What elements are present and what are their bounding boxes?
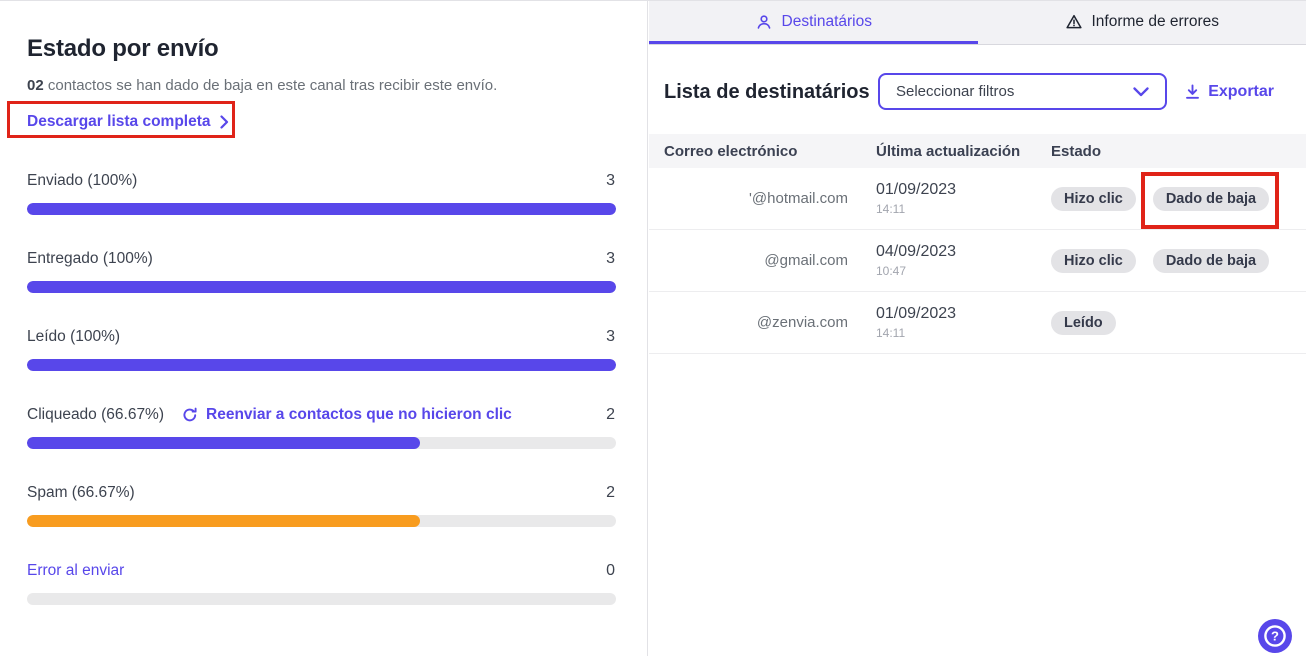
email-cell: @gmail.com: [764, 252, 848, 269]
progress-fill: [27, 359, 616, 371]
status-badge-dado-de-baja: Dado de baja: [1152, 248, 1270, 273]
email-cell: '@hotmail.com: [749, 190, 848, 207]
unsubscribe-summary: 02 contactos se han dado de baja en este…: [27, 77, 498, 94]
chevron-right-icon: [219, 115, 228, 129]
status-badges: Hizo clic Dado de baja: [1051, 171, 1306, 229]
bar-value: 2: [606, 406, 615, 423]
progress-track: [27, 203, 616, 215]
recipients-header: Lista de destinatários Seleccionar filtr…: [649, 45, 1306, 134]
table-row: @zenvia.com 01/09/2023 14:11 Leído: [649, 292, 1306, 354]
filter-select[interactable]: Seleccionar filtros: [878, 73, 1167, 110]
table-row: @gmail.com 04/09/2023 10:47 Hizo clic Da…: [649, 230, 1306, 292]
download-full-list-link[interactable]: Descargar lista completa: [27, 111, 229, 133]
progress-fill: [27, 281, 616, 293]
table-header-row: Correo electrónico Última actualización …: [649, 134, 1306, 168]
progress-track: [27, 281, 616, 293]
help-button[interactable]: ?: [1258, 619, 1292, 653]
bar-label: Spam (66.67%): [27, 484, 135, 501]
person-icon: [757, 15, 770, 29]
download-link-wrap: Descargar lista completa: [7, 101, 235, 138]
annotation-box-dado-de-baja: [1140, 171, 1280, 229]
recipients-panel: Destinatários Informe de errores Lista d…: [649, 1, 1306, 656]
progress-row-spam: Spam (66.67%) 2: [27, 483, 616, 527]
progress-fill: [27, 203, 616, 215]
bar-value: 3: [606, 172, 615, 189]
status-panel: Estado por envío 02 contactos se han dad…: [0, 1, 648, 656]
bar-value: 3: [606, 328, 615, 345]
error-al-enviar-link[interactable]: Error al enviar: [27, 562, 125, 579]
svg-text:?: ?: [1271, 629, 1279, 644]
bar-value: 3: [606, 250, 615, 267]
progress-fill: [27, 515, 420, 527]
status-badge-dado-de-baja: Dado de baja: [1140, 171, 1280, 229]
tabbar: Destinatários Informe de errores: [649, 1, 1306, 45]
status-badge-hizo-clic: Hizo clic: [1051, 186, 1136, 211]
col-header-last-update: Última actualización: [876, 142, 1021, 160]
page-title: Estado por envío: [27, 35, 219, 62]
progress-row-entregado: Entregado (100%) 3: [27, 249, 616, 293]
progress-row-enviado: Enviado (100%) 3: [27, 171, 616, 215]
status-badge-hizo-clic: Hizo clic: [1051, 248, 1136, 273]
status-badges: Hizo clic Dado de baja: [1051, 248, 1306, 273]
filter-select-value: Seleccionar filtros: [896, 83, 1015, 100]
email-cell: @zenvia.com: [756, 314, 848, 331]
status-badge-leido: Leído: [1051, 310, 1116, 335]
progress-row-error-al-enviar: Error al enviar 0: [27, 561, 616, 605]
progress-track: [27, 515, 616, 527]
tab-informe-de-errores[interactable]: Informe de errores: [978, 1, 1306, 44]
export-link[interactable]: Exportar: [1185, 83, 1274, 101]
refresh-icon: [183, 407, 197, 421]
col-header-email: Correo electrónico: [664, 142, 798, 160]
last-update-cell: 01/09/2023 14:11: [876, 305, 957, 340]
bar-label: Enviado (100%): [27, 172, 138, 189]
progress-fill: [27, 437, 420, 449]
bar-label: Entregado (100%): [27, 250, 153, 267]
status-bars: Enviado (100%) 3 Entregado (100%) 3 Leíd…: [27, 171, 616, 605]
bar-value: 0: [606, 562, 615, 579]
table-row: '@hotmail.com 01/09/2023 14:11 Hizo clic…: [649, 168, 1306, 230]
progress-track: [27, 359, 616, 371]
chevron-down-icon: [1133, 86, 1149, 96]
resend-to-non-clickers-link[interactable]: Reenviar a contactos que no hicieron cli…: [182, 405, 512, 424]
status-badges: Leído: [1051, 310, 1306, 335]
question-circle-icon: ?: [1258, 619, 1292, 653]
tab-destinatarios[interactable]: Destinatários: [649, 1, 978, 44]
progress-row-leido: Leído (100%) 3: [27, 327, 616, 371]
bar-label: Leído (100%): [27, 328, 121, 345]
col-header-status: Estado: [1051, 142, 1102, 160]
progress-track: [27, 437, 616, 449]
bar-label: Cliqueado (66.67%): [27, 406, 165, 423]
bar-value: 2: [606, 484, 615, 501]
download-icon: [1186, 84, 1200, 99]
unsubscribe-count: 02: [27, 77, 44, 94]
last-update-cell: 04/09/2023 10:47: [876, 243, 957, 278]
progress-track: [27, 593, 616, 605]
progress-row-cliqueado: Cliqueado (66.67%) Reenviar a contactos …: [27, 405, 616, 449]
last-update-cell: 01/09/2023 14:11: [876, 181, 957, 216]
recipients-list-title: Lista de destinatários: [664, 80, 870, 103]
warning-triangle-icon: [1065, 14, 1082, 29]
